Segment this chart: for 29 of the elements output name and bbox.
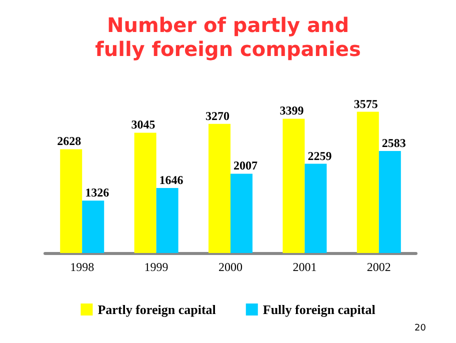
bar xyxy=(282,118,305,253)
data-label: 2259 xyxy=(308,148,332,163)
data-label: 3270 xyxy=(206,108,230,123)
x-tick-label: 1999 xyxy=(144,260,168,274)
x-tick-label: 2000 xyxy=(218,260,242,274)
x-tick-label: 1998 xyxy=(70,260,94,274)
text: 20 xyxy=(414,324,426,334)
legend-label: Partly foreign capital xyxy=(98,302,216,317)
bar xyxy=(230,174,252,253)
data-label: 3575 xyxy=(354,96,378,111)
data-label: 2007 xyxy=(234,158,258,173)
bar xyxy=(378,150,401,253)
data-label: 1646 xyxy=(159,172,184,187)
bar xyxy=(60,149,82,253)
bar xyxy=(208,124,230,253)
legend-label: Fully foreign capital xyxy=(262,302,376,317)
data-label: 3399 xyxy=(280,104,304,118)
bar xyxy=(156,188,178,253)
bar xyxy=(134,132,156,253)
data-label: 2583 xyxy=(382,136,406,150)
bar xyxy=(304,164,327,253)
data-label: 3045 xyxy=(131,118,156,132)
chart-title: Number of partly and fully foreign companies xyxy=(95,13,361,61)
data-label: 1326 xyxy=(85,186,110,200)
bar xyxy=(82,200,104,253)
data-label: 2628 xyxy=(57,134,82,148)
x-tick-label: 2001 xyxy=(292,260,317,274)
x-tick-label: 2002 xyxy=(366,260,391,274)
bar xyxy=(356,112,379,253)
